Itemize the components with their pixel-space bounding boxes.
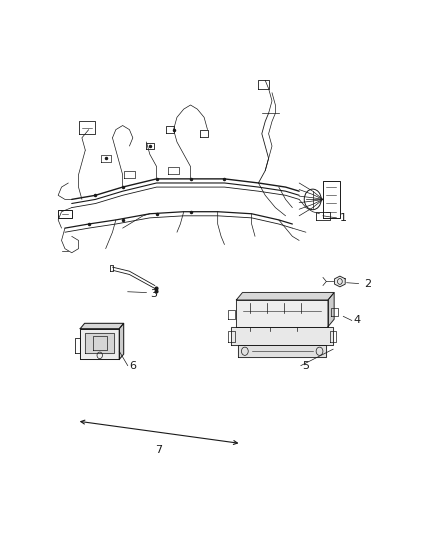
Text: 5: 5 [303, 361, 310, 370]
Text: 7: 7 [155, 445, 162, 455]
Text: 2: 2 [364, 279, 371, 288]
Polygon shape [80, 329, 119, 359]
Polygon shape [238, 345, 326, 358]
Polygon shape [328, 293, 334, 327]
Polygon shape [237, 300, 328, 327]
Polygon shape [80, 324, 124, 329]
Polygon shape [237, 293, 334, 300]
Text: 1: 1 [340, 213, 347, 223]
Polygon shape [85, 333, 114, 353]
Text: 6: 6 [130, 361, 136, 370]
Text: 3: 3 [150, 289, 157, 299]
Polygon shape [335, 276, 345, 287]
Text: 4: 4 [353, 316, 360, 326]
Polygon shape [119, 324, 124, 359]
Polygon shape [231, 327, 333, 345]
